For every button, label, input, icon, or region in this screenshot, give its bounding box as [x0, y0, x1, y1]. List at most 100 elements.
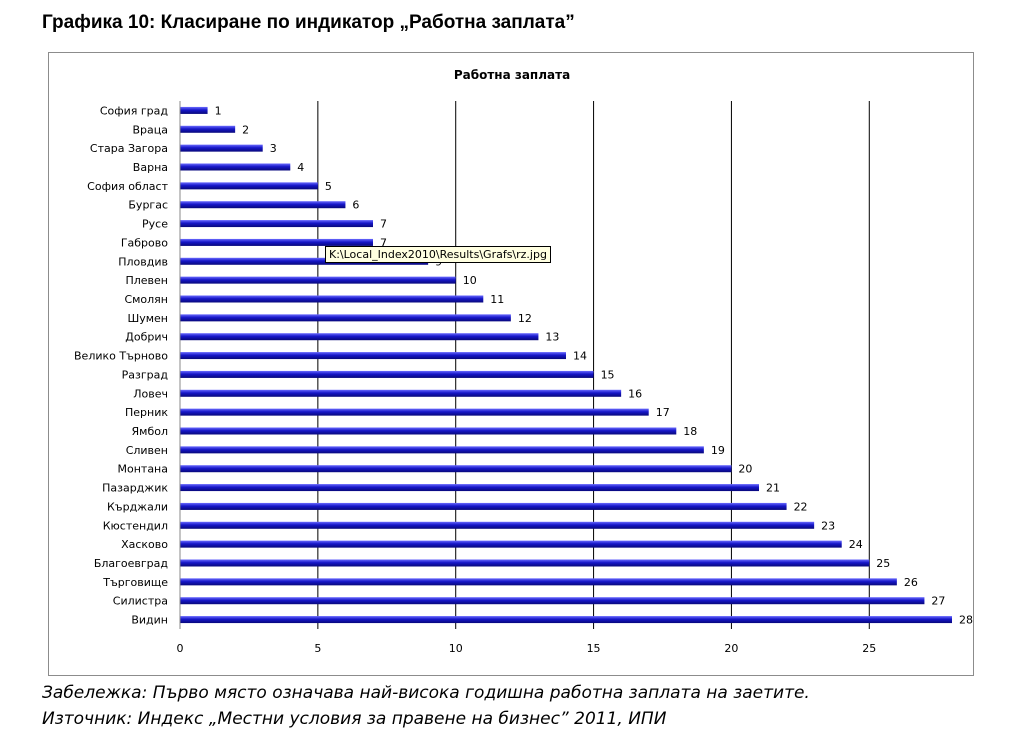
x-axis-ticks: 0 5 10 15 20 25 — [177, 642, 877, 655]
category-label: Видин — [131, 614, 168, 627]
bar — [180, 408, 649, 416]
category-label: Габрово — [121, 236, 168, 249]
bar — [180, 484, 759, 492]
file-path-tooltip: K:\Local_Index2010\Results\Grafs\rz.jpg — [325, 246, 551, 263]
bar — [180, 370, 594, 378]
data-label: 7 — [380, 236, 387, 249]
bar — [180, 295, 484, 303]
data-label: 18 — [683, 425, 697, 438]
data-label: 12 — [518, 312, 532, 325]
bar — [180, 446, 704, 454]
data-label: 10 — [463, 274, 477, 287]
x-tick-label: 5 — [314, 642, 321, 655]
bar — [180, 465, 732, 473]
category-label: Пазарджик — [102, 482, 168, 495]
data-label: 26 — [904, 576, 918, 589]
data-label: 20 — [738, 463, 752, 476]
data-label: 11 — [490, 293, 504, 306]
figure-heading: Графика 10: Класиране по индикатор „Рабо… — [42, 12, 575, 33]
bar — [180, 389, 622, 397]
bar — [180, 106, 208, 114]
bar — [180, 427, 677, 435]
bar — [180, 125, 236, 133]
source-note: Източник: Индекс „Местни условия за прав… — [42, 709, 667, 729]
footnote: Забележка: Първо място означава най-висо… — [42, 683, 810, 703]
category-label: Варна — [133, 161, 168, 174]
x-tick-label: 15 — [587, 642, 601, 655]
bar — [180, 616, 952, 624]
x-tick-label: 25 — [862, 642, 876, 655]
data-label: 13 — [545, 331, 559, 344]
bar — [180, 276, 456, 284]
category-label: Перник — [125, 406, 168, 419]
bar — [180, 220, 373, 228]
category-label: Русе — [142, 218, 168, 231]
data-label: 24 — [849, 538, 863, 551]
data-label: 1 — [215, 104, 222, 117]
category-label: Ловеч — [133, 387, 168, 400]
x-tick-label: 10 — [449, 642, 463, 655]
bar — [180, 333, 539, 341]
category-label: Хасково — [121, 538, 168, 551]
data-label: 15 — [601, 368, 615, 381]
category-label: Смолян — [124, 293, 168, 306]
bar — [180, 201, 346, 209]
category-label: София град — [100, 104, 169, 117]
chart-frame: Работна заплата София град Враца Стара Заг… — [48, 52, 974, 676]
category-label: Шумен — [127, 312, 168, 325]
bar — [180, 540, 842, 548]
category-label: Плевен — [125, 274, 168, 287]
data-label: 21 — [766, 482, 780, 495]
category-label: Стара Загора — [90, 142, 168, 155]
bar — [180, 144, 263, 152]
bar — [180, 597, 925, 605]
data-labels: 1234567791011121314151617181920212223242… — [215, 104, 973, 626]
data-label: 22 — [794, 500, 808, 513]
data-label: 7 — [380, 218, 387, 231]
data-label: 3 — [270, 142, 277, 155]
bar — [180, 521, 815, 529]
bar — [180, 502, 787, 510]
data-label: 14 — [573, 350, 587, 363]
data-label: 17 — [656, 406, 670, 419]
chart-title: Работна заплата — [454, 68, 570, 82]
data-label: 6 — [352, 199, 359, 212]
category-label: Кърджали — [107, 500, 168, 513]
category-label: Враца — [133, 123, 169, 136]
data-label: 28 — [959, 614, 973, 627]
data-label: 23 — [821, 519, 835, 532]
data-label: 5 — [325, 180, 332, 193]
bar — [180, 257, 429, 265]
x-tick-label: 0 — [177, 642, 184, 655]
category-label: Силистра — [113, 595, 168, 608]
bar-chart: Работна заплата София град Враца Стара Заг… — [74, 68, 973, 655]
category-label: Монтана — [118, 463, 169, 476]
category-label: Сливен — [126, 444, 168, 457]
data-label: 19 — [711, 444, 725, 457]
category-label: Бургас — [128, 199, 168, 212]
category-label: София област — [87, 180, 168, 193]
bar — [180, 182, 318, 190]
category-label: Ямбол — [132, 425, 169, 438]
data-label: 27 — [931, 595, 945, 608]
bar — [180, 559, 870, 567]
category-label: Благоевград — [94, 557, 169, 570]
category-labels: София град Враца Стара Загора Варна София об… — [74, 104, 169, 626]
data-label: 2 — [242, 123, 249, 136]
bar — [180, 578, 897, 586]
bar — [180, 238, 373, 246]
category-label: Разград — [122, 368, 169, 381]
bar — [180, 314, 511, 322]
category-label: Пловдив — [118, 255, 168, 268]
category-label: Кюстендил — [103, 519, 168, 532]
data-label: 16 — [628, 387, 642, 400]
grid-lines — [317, 101, 870, 629]
bar — [180, 352, 566, 360]
category-label: Велико Търново — [74, 350, 168, 363]
bar — [180, 163, 291, 171]
x-tick-label: 20 — [724, 642, 738, 655]
data-label: 25 — [876, 557, 890, 570]
data-label: 4 — [297, 161, 304, 174]
category-label: Добрич — [125, 331, 168, 344]
category-label: Търговище — [102, 576, 168, 589]
